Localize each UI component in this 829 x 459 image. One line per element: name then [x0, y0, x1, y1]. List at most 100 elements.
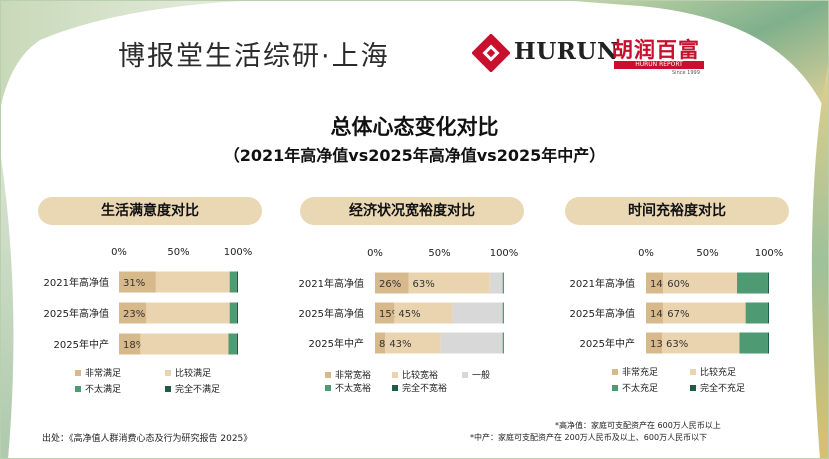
hurun-logo-icon — [472, 34, 510, 72]
bar-segment — [375, 272, 409, 294]
bar-segment — [228, 333, 237, 355]
data-label: 23% — [123, 309, 145, 320]
bar-segment — [502, 302, 504, 324]
axis-tick-label: 0% — [638, 248, 654, 259]
data-label: 63% — [413, 279, 435, 290]
bar-segment — [739, 332, 768, 354]
bar-segment — [737, 272, 768, 294]
bar-segment — [646, 272, 664, 294]
category-label: 2025年高净值 — [570, 307, 635, 320]
axis-tick-label: 100% — [755, 248, 784, 259]
bar-segment — [385, 332, 441, 354]
legend-swatch — [165, 370, 171, 376]
bar-segment — [236, 302, 238, 324]
data-label: 15% — [379, 309, 401, 320]
category-label: 2025年中产 — [309, 337, 364, 350]
bar-segment — [767, 272, 769, 294]
page-subtitle: （2021年高净值vs2025年高净值vs2025年中产） — [223, 146, 606, 165]
source-note: 出处：《高净值人群消费心态及行为研究报告 2025》 — [42, 434, 253, 444]
bar-segment — [745, 302, 768, 324]
legend-swatch — [392, 385, 398, 391]
legend-swatch — [612, 385, 618, 391]
legend-swatch — [690, 385, 696, 391]
bar-segment — [646, 332, 662, 354]
bar-segment — [155, 271, 230, 293]
bar-segment — [663, 302, 746, 324]
axis-tick-label: 100% — [490, 248, 519, 259]
category-label: 2025年高净值 — [299, 307, 364, 320]
bar-segment — [489, 272, 503, 294]
bar-segment — [229, 302, 237, 324]
bar-segment — [229, 271, 237, 293]
legend-swatch — [612, 369, 618, 375]
hurun-report-logo: 胡润百富 HURUN REPORT Since 1999 — [612, 34, 706, 76]
bar-segment — [119, 333, 141, 355]
legend-swatch — [690, 369, 696, 375]
data-label: 13% — [650, 339, 672, 350]
legend-label: 完全不满足 — [175, 383, 220, 395]
bar-segment — [394, 302, 453, 324]
legend-label: 不太宽裕 — [335, 382, 371, 394]
bar-segment — [767, 332, 769, 354]
legend-label: 不太充足 — [622, 382, 658, 394]
bar-segment — [375, 302, 395, 324]
hurun-cn-wordmark: 胡润百富 — [612, 38, 700, 62]
axis-tick-label: 50% — [428, 248, 450, 259]
bar-segment — [236, 271, 238, 293]
category-label: 2021年高净值 — [299, 277, 364, 290]
category-label: 2021年高净值 — [570, 277, 635, 290]
hurun-wordmark: HURUN — [514, 38, 619, 65]
brand-title: 博报堂生活综研·上海 — [118, 41, 390, 72]
bar-segment — [502, 272, 504, 294]
bar-segment — [408, 272, 490, 294]
chart-title-time: 时间充裕度对比 — [565, 197, 789, 225]
header: 博报堂生活综研·上海 HURUN 胡润百富 HURUN REPORT Since… — [0, 0, 829, 80]
footnote-high-net-worth: *高净值：家庭可支配资产在 600万人民币以上 — [555, 421, 721, 430]
data-label: 14% — [650, 309, 672, 320]
bar-segment — [375, 332, 386, 354]
bar-segment — [119, 271, 156, 293]
data-label: 26% — [379, 279, 401, 290]
legend-swatch — [75, 386, 81, 392]
data-label: 18% — [123, 340, 145, 351]
chart-title-life-satisfaction: 生活满意度对比 — [38, 197, 262, 225]
bar-segment — [440, 332, 503, 354]
bar-segment — [663, 272, 738, 294]
legend-label: 比较满足 — [175, 367, 211, 379]
page-title: 总体心态变化对比 — [330, 115, 499, 139]
category-label: 2025年中产 — [54, 338, 109, 351]
axis-tick-label: 0% — [367, 248, 383, 259]
legend-label: 完全不充足 — [700, 382, 745, 394]
bar-segment — [661, 332, 740, 354]
category-label: 2025年高净值 — [44, 307, 109, 320]
legend-swatch — [165, 386, 171, 392]
legend-label: 非常充足 — [622, 366, 658, 378]
legend-swatch — [392, 372, 398, 378]
legend-swatch — [462, 372, 468, 378]
data-label: 60% — [667, 279, 689, 290]
legend-label: 不太满足 — [85, 383, 121, 395]
data-label: 67% — [667, 309, 689, 320]
data-label: 14% — [650, 279, 672, 290]
axis-tick-label: 0% — [111, 247, 127, 258]
chart-title-economic: 经济状况宽裕度对比 — [300, 197, 524, 225]
bar-segment — [119, 302, 147, 324]
legend-label: 非常满足 — [85, 367, 121, 379]
legend-label: 比较宽裕 — [402, 369, 438, 381]
legend-swatch — [75, 370, 81, 376]
axis-tick-label: 50% — [167, 247, 189, 258]
bar-segment — [767, 302, 769, 324]
legend-label: 一般 — [472, 369, 490, 381]
bar-segment — [502, 332, 504, 354]
hurun-report-band: HURUN REPORT — [614, 61, 704, 69]
legend-label: 比较充足 — [700, 366, 736, 378]
legend-label: 完全不宽裕 — [402, 382, 447, 394]
bar-segment — [140, 333, 229, 355]
data-label: 31% — [123, 278, 145, 289]
bar-segment — [146, 302, 230, 324]
legend-swatch — [325, 385, 331, 391]
category-label: 2021年高净值 — [44, 276, 109, 289]
legend-swatch — [325, 372, 331, 378]
